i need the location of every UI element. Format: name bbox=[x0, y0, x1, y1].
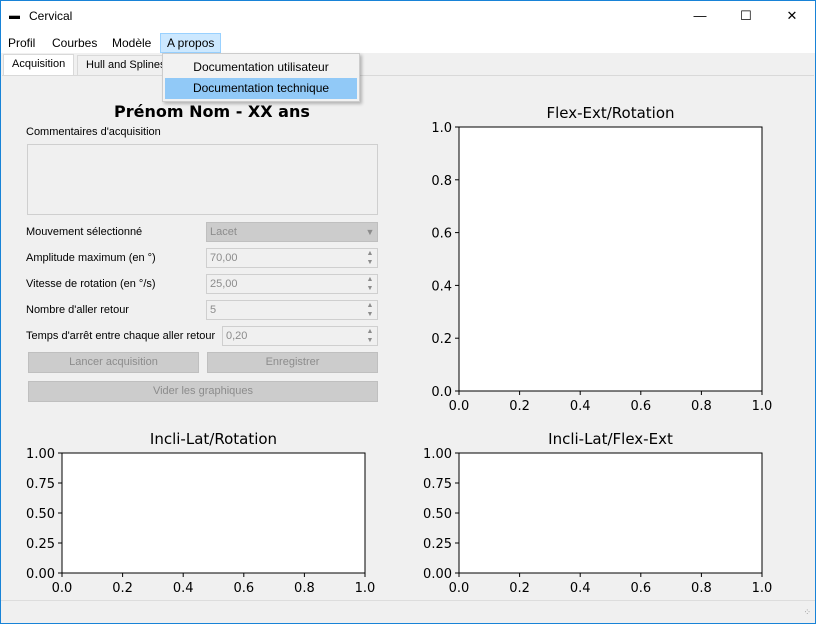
movement-value: Lacet bbox=[210, 226, 237, 238]
x-tick-label: 1.0 bbox=[752, 399, 773, 414]
minimize-button[interactable]: — bbox=[677, 1, 723, 31]
comment-label: Commentaires d'acquisition bbox=[26, 126, 161, 138]
x-tick-label: 0.2 bbox=[112, 581, 133, 596]
patient-heading: Prénom Nom - XX ans bbox=[114, 102, 310, 121]
chevron-down-icon: ▼ bbox=[365, 227, 375, 237]
menu-profil[interactable]: Profil bbox=[8, 36, 36, 50]
x-tick-label: 0.0 bbox=[52, 581, 73, 596]
menu-a-propos[interactable]: A propos bbox=[160, 33, 222, 53]
x-tick-label: 0.8 bbox=[691, 399, 712, 414]
chart-title: Incli-Lat/Flex-Ext bbox=[548, 430, 673, 448]
clear-graphs-button[interactable]: Vider les graphiques bbox=[28, 381, 378, 402]
x-tick-label: 0.4 bbox=[570, 581, 591, 596]
x-tick-label: 0.0 bbox=[449, 581, 470, 596]
close-button[interactable]: ✕ bbox=[769, 1, 815, 31]
window-title: Cervical bbox=[29, 9, 73, 23]
title-bar[interactable]: ▬ Cervical — ☐ ✕ bbox=[1, 1, 815, 31]
y-tick-label: 0.50 bbox=[26, 507, 55, 522]
menu-item-tech-doc[interactable]: Documentation technique bbox=[165, 78, 357, 99]
tab-bar: Acquisition Hull and Splines bbox=[1, 53, 815, 76]
spin-arrows-icon[interactable]: ▲ ▼ bbox=[366, 302, 374, 318]
minimize-icon: — bbox=[693, 8, 707, 23]
status-bar: ⁘ bbox=[1, 600, 815, 623]
y-tick-label: 0.00 bbox=[26, 567, 55, 582]
maximize-button[interactable]: ☐ bbox=[723, 1, 769, 31]
tab-acquisition[interactable]: Acquisition bbox=[3, 54, 75, 76]
plot-area bbox=[458, 126, 763, 392]
tab-hull-and-splines[interactable]: Hull and Splines bbox=[77, 55, 175, 75]
y-tick-label: 1.00 bbox=[26, 447, 55, 462]
close-icon: ✕ bbox=[786, 8, 798, 23]
chart-title: Incli-Lat/Rotation bbox=[150, 430, 277, 448]
menu-bar: Profil Courbes Modèle A propos bbox=[1, 31, 815, 53]
round-trips-value: 5 bbox=[210, 304, 217, 316]
amplitude-spinbox[interactable]: 70,00 ▲ ▼ bbox=[206, 248, 378, 268]
y-tick-label: 0.75 bbox=[423, 477, 452, 492]
plot-area bbox=[458, 452, 763, 574]
x-tick-label: 1.0 bbox=[355, 581, 376, 596]
start-acquisition-button[interactable]: Lancer acquisition bbox=[28, 352, 199, 373]
y-tick-label: 1.0 bbox=[431, 121, 452, 136]
x-tick-label: 0.8 bbox=[294, 581, 315, 596]
x-tick-label: 0.0 bbox=[449, 399, 470, 414]
spin-arrows-icon[interactable]: ▲ ▼ bbox=[366, 328, 374, 344]
pause-time-spinbox[interactable]: 0,20 ▲ ▼ bbox=[222, 326, 378, 346]
y-tick-label: 0.0 bbox=[431, 385, 452, 400]
x-tick-label: 0.4 bbox=[570, 399, 591, 414]
x-tick-label: 0.2 bbox=[509, 399, 530, 414]
y-tick-label: 0.75 bbox=[26, 477, 55, 492]
y-tick-label: 0.6 bbox=[431, 227, 452, 242]
speed-value: 25,00 bbox=[210, 278, 238, 290]
app-icon: ▬ bbox=[9, 10, 20, 22]
plot-area bbox=[61, 452, 366, 574]
movement-select[interactable]: Lacet ▼ bbox=[206, 222, 378, 242]
chart-title: Flex-Ext/Rotation bbox=[546, 104, 674, 122]
x-tick-label: 0.8 bbox=[691, 581, 712, 596]
comment-textarea[interactable] bbox=[27, 144, 378, 215]
pause-time-label: Temps d'arrêt entre chaque aller retour bbox=[26, 330, 216, 342]
x-tick-label: 0.6 bbox=[630, 399, 651, 414]
acquisition-panel: Prénom Nom - XX ans Commentaires d'acqui… bbox=[2, 75, 814, 601]
pause-time-value: 0,20 bbox=[226, 330, 248, 342]
x-tick-label: 0.6 bbox=[233, 581, 254, 596]
movement-label: Mouvement sélectionné bbox=[26, 226, 143, 238]
round-trips-label: Nombre d'aller retour bbox=[26, 304, 129, 316]
menu-item-user-doc[interactable]: Documentation utilisateur bbox=[193, 60, 329, 74]
y-tick-label: 0.4 bbox=[431, 279, 452, 294]
speed-spinbox[interactable]: 25,00 ▲ ▼ bbox=[206, 274, 378, 294]
a-propos-dropdown: Documentation utilisateur Documentation … bbox=[162, 53, 360, 102]
menu-modele[interactable]: Modèle bbox=[112, 36, 152, 50]
round-trips-spinbox[interactable]: 5 ▲ ▼ bbox=[206, 300, 378, 320]
y-tick-label: 0.00 bbox=[423, 567, 452, 582]
save-button[interactable]: Enregistrer bbox=[207, 352, 378, 373]
y-tick-label: 0.50 bbox=[423, 507, 452, 522]
y-tick-label: 0.2 bbox=[431, 332, 452, 347]
speed-label: Vitesse de rotation (en °/s) bbox=[26, 278, 156, 290]
y-tick-label: 0.25 bbox=[423, 537, 452, 552]
menu-courbes[interactable]: Courbes bbox=[52, 36, 98, 50]
y-tick-label: 0.8 bbox=[431, 174, 452, 189]
amplitude-value: 70,00 bbox=[210, 252, 238, 264]
spin-arrows-icon[interactable]: ▲ ▼ bbox=[366, 276, 374, 292]
x-tick-label: 0.6 bbox=[630, 581, 651, 596]
x-tick-label: 0.4 bbox=[173, 581, 194, 596]
amplitude-label: Amplitude maximum (en °) bbox=[26, 252, 156, 264]
x-tick-label: 1.0 bbox=[752, 581, 773, 596]
spin-arrows-icon[interactable]: ▲ ▼ bbox=[366, 250, 374, 266]
y-tick-label: 0.25 bbox=[26, 537, 55, 552]
y-tick-label: 1.00 bbox=[423, 447, 452, 462]
maximize-icon: ☐ bbox=[740, 8, 752, 23]
x-tick-label: 0.2 bbox=[509, 581, 530, 596]
resize-grip-icon[interactable]: ⁘ bbox=[803, 607, 811, 617]
